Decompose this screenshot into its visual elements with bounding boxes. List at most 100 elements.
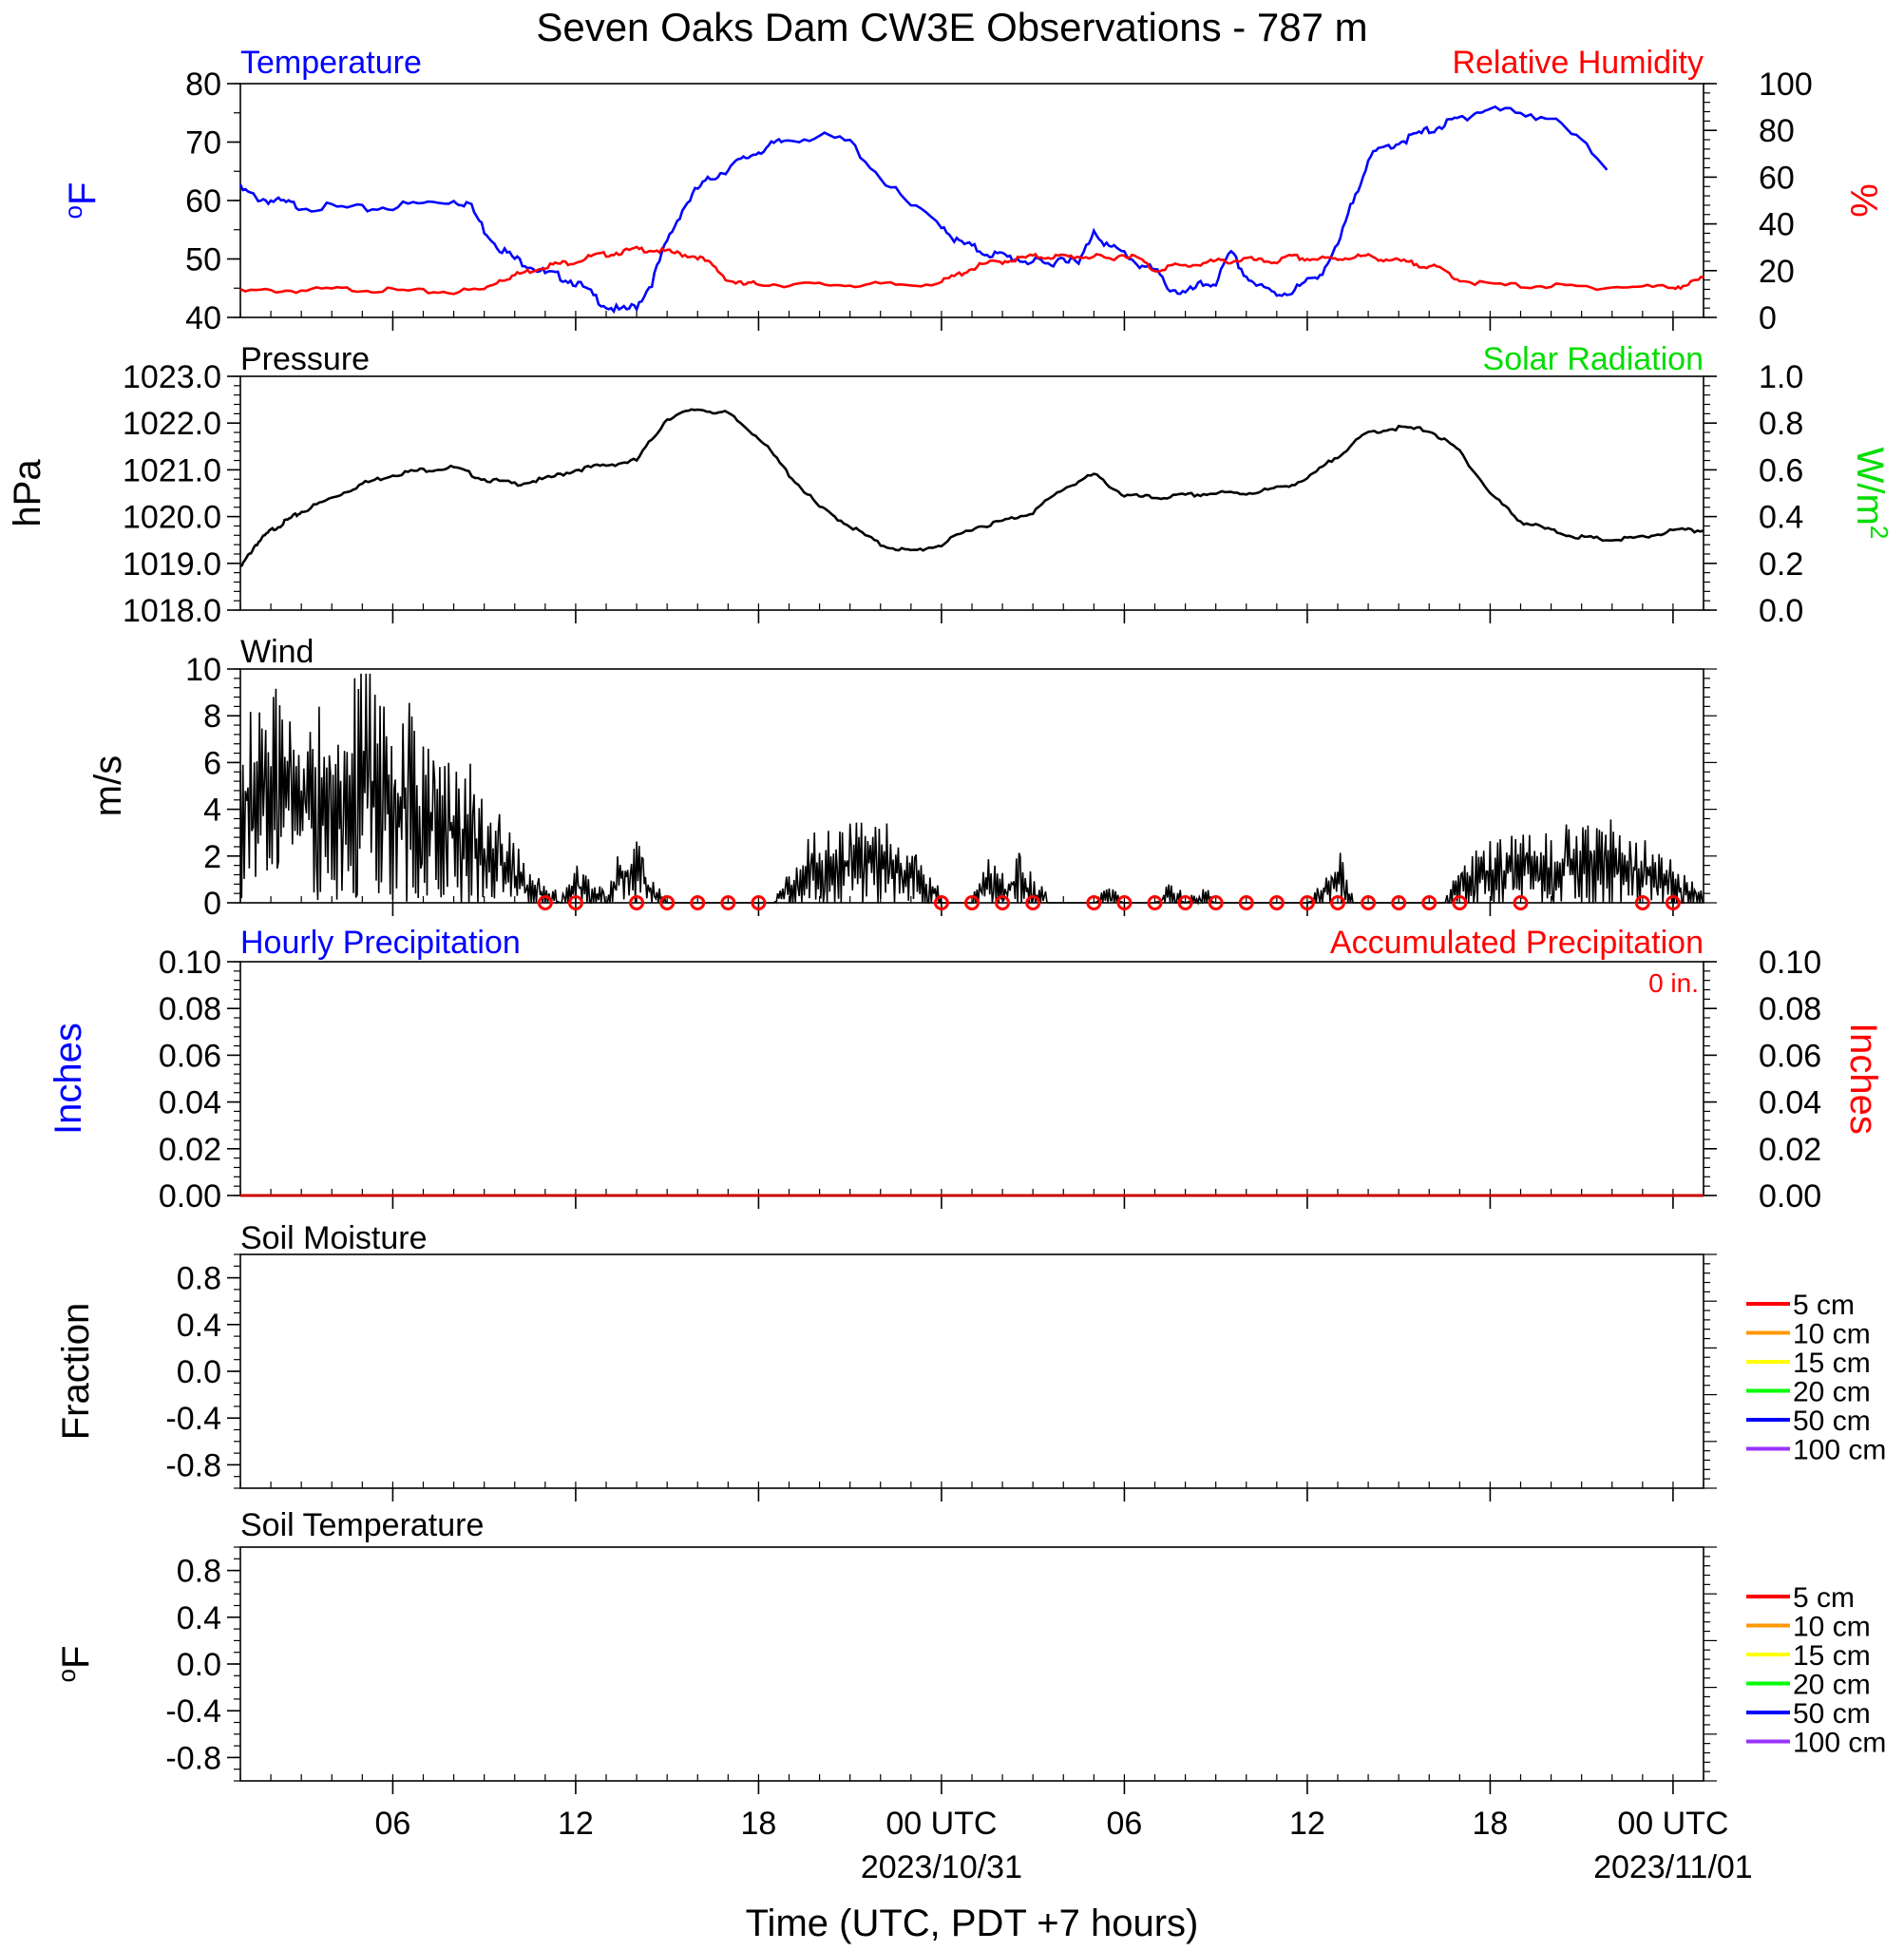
y-tick-label: 0.08 xyxy=(159,991,221,1027)
panel-soil-moisture: Soil Moisture Fraction -0.8 -0.4 0.0 0.4 0.8… xyxy=(55,1220,1886,1502)
calm-wind-marker xyxy=(1025,895,1041,910)
x-axis-label: Time (UTC, PDT +7 hours) xyxy=(746,1903,1199,1944)
legend-label: 100 cm xyxy=(1793,1728,1886,1759)
y2-tick-label: 0.08 xyxy=(1759,991,1821,1027)
legend-label: 10 cm xyxy=(1793,1319,1871,1350)
wind-title: Wind xyxy=(240,634,314,670)
y-tick-label: 1021.0 xyxy=(123,452,221,488)
y-tick-label: 0.06 xyxy=(159,1038,221,1074)
y-tick-label: 0.8 xyxy=(177,1261,221,1297)
y-tick-label: 0.4 xyxy=(177,1600,221,1636)
wind-right-ticks xyxy=(1704,668,1717,904)
wind-series-line xyxy=(239,673,1704,907)
wind-markers xyxy=(537,895,1681,910)
x-tick-label: 18 xyxy=(1473,1806,1509,1842)
legend-label: 20 cm xyxy=(1793,1670,1871,1701)
humidity-title: Relative Humidity xyxy=(1452,45,1704,81)
panel-precip: Hourly Precipitation Accumulated Precipi… xyxy=(48,925,1884,1215)
y-tick-label: 8 xyxy=(203,698,221,735)
hourly-precip-title: Hourly Precipitation xyxy=(240,925,521,961)
y-tick-label: 10 xyxy=(185,652,221,688)
panel-pressure-frame xyxy=(239,375,1704,611)
soil-temp-unit: oF xyxy=(52,1646,97,1683)
legend-label: 50 cm xyxy=(1793,1698,1871,1730)
y-tick-label: 0.04 xyxy=(159,1085,221,1121)
soil-temp-ticks: -0.8 -0.4 0.0 0.4 0.8 xyxy=(165,1546,240,1782)
panel-wind: Wind m/s 0 2 4 6 8 10 xyxy=(87,634,1717,922)
hourly-precip-unit: Inches xyxy=(48,1023,89,1135)
calm-wind-marker xyxy=(1330,895,1345,910)
calm-wind-marker xyxy=(567,895,583,910)
calm-wind-marker xyxy=(1208,895,1224,910)
y-tick-label: 0.10 xyxy=(159,945,221,981)
y-tick-label: -0.8 xyxy=(165,1447,221,1483)
y-tick-label: 1020.0 xyxy=(123,500,221,536)
legend-label: 5 cm xyxy=(1793,1290,1855,1321)
accum-precip-ticks: 0.00 0.02 0.04 0.06 0.08 0.10 xyxy=(1704,945,1821,1215)
temperature-unit: oF xyxy=(59,182,104,220)
x-date-label: 2023/10/31 xyxy=(861,1849,1022,1885)
legend-label: 5 cm xyxy=(1793,1582,1855,1614)
y-tick-label: 70 xyxy=(185,125,221,162)
x-tick-label: 06 xyxy=(375,1806,411,1842)
y2-tick-label: 0.6 xyxy=(1759,452,1803,488)
y-tick-label: 40 xyxy=(185,300,221,336)
calm-wind-marker xyxy=(1421,895,1438,910)
calm-wind-marker xyxy=(1086,895,1102,910)
accum-precip-title: Accumulated Precipitation xyxy=(1330,925,1704,961)
soil-temp-title: Soil Temperature xyxy=(240,1507,484,1543)
solar-ticks: 0.0 0.2 0.4 0.6 0.8 1.0 xyxy=(1704,359,1803,629)
panel-wind-xticks xyxy=(239,896,1704,916)
y2-tick-label: 0.2 xyxy=(1759,546,1803,583)
y-tick-label: 0.00 xyxy=(159,1178,221,1215)
humidity-series-line xyxy=(239,245,1704,296)
y2-tick-label: 40 xyxy=(1759,207,1795,243)
y-tick-label: 0.4 xyxy=(177,1308,221,1344)
legend-label: 50 cm xyxy=(1793,1406,1871,1437)
y-tick-label: 80 xyxy=(185,67,221,103)
pressure-ticks: 1018.0 1019.0 1020.0 1021.0 1022.0 1023.0 xyxy=(123,359,240,629)
y-tick-label: -0.4 xyxy=(165,1693,221,1730)
calm-wind-marker xyxy=(1177,895,1193,910)
legend-label: 10 cm xyxy=(1793,1612,1871,1643)
calm-wind-marker xyxy=(629,895,645,910)
wind-unit: m/s xyxy=(87,756,129,816)
temperature-title: Temperature xyxy=(240,45,422,81)
y2-tick-label: 80 xyxy=(1759,113,1795,149)
humidity-unit: % xyxy=(1842,183,1884,218)
pressure-title: Pressure xyxy=(240,341,370,377)
y2-tick-label: 20 xyxy=(1759,254,1795,290)
y-tick-label: 0.0 xyxy=(177,1647,221,1683)
y2-tick-label: 0.02 xyxy=(1759,1132,1821,1168)
y2-tick-label: 0.04 xyxy=(1759,1085,1821,1121)
calm-wind-marker xyxy=(1665,895,1681,910)
accum-precip-unit: Inches xyxy=(1842,1023,1884,1135)
calm-wind-marker xyxy=(537,895,553,910)
panel-temp-rh: Temperature Relative Humidity oF % 40 50 6… xyxy=(59,45,1884,336)
panel-pressure: Pressure Solar Radiation hPa W/m2 1018.0… xyxy=(7,341,1894,629)
y-tick-label: 50 xyxy=(185,242,221,278)
panel-pressure-xticks xyxy=(239,603,1704,623)
panel-soil-temp-frame xyxy=(239,1546,1704,1782)
calm-wind-marker xyxy=(1634,895,1650,910)
y-tick-label: -0.8 xyxy=(165,1740,221,1776)
soil-moisture-ticks: -0.8 -0.4 0.0 0.4 0.8 xyxy=(165,1253,240,1489)
humidity-ticks: 0 20 40 60 80 100 xyxy=(1704,67,1813,336)
calm-wind-marker xyxy=(751,895,767,910)
x-tick-label: 18 xyxy=(741,1806,777,1842)
legend-label: 20 cm xyxy=(1793,1377,1871,1408)
y-tick-label: 1019.0 xyxy=(123,546,221,583)
calm-wind-marker xyxy=(720,895,736,910)
temperature-ticks: 40 50 60 70 80 xyxy=(185,67,240,336)
calm-wind-marker xyxy=(1452,895,1468,910)
calm-wind-marker xyxy=(1116,895,1133,910)
y2-tick-label: 60 xyxy=(1759,160,1795,196)
calm-wind-marker xyxy=(1513,895,1529,910)
panel-precip-frame xyxy=(239,961,1704,1196)
solar-unit: W/m2 xyxy=(1849,448,1894,540)
soil-moisture-title: Soil Moisture xyxy=(240,1220,428,1256)
y-tick-label: 0.0 xyxy=(177,1354,221,1390)
